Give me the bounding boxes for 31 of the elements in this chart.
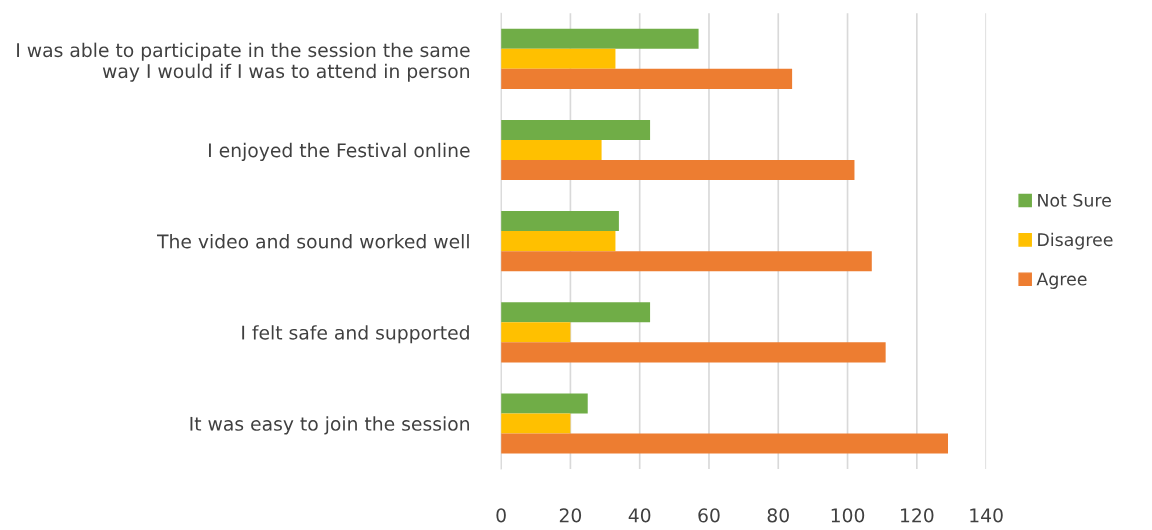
- y-tick-label: I enjoyed the Festival online: [209, 142, 470, 162]
- bar: [501, 251, 872, 272]
- y-tick-label: The video and sound worked well: [157, 234, 469, 249]
- bar: [501, 322, 571, 343]
- bar: [501, 28, 699, 49]
- bar: [501, 342, 886, 363]
- bar: [501, 139, 602, 161]
- x-tick-label: 0: [496, 508, 506, 523]
- x-tick-label: 20: [559, 508, 582, 523]
- bar: [501, 413, 571, 434]
- legend-label: Agree: [1036, 272, 1087, 289]
- x-tick-label: 80: [767, 508, 789, 523]
- bar: [501, 119, 651, 140]
- bar: [501, 48, 616, 69]
- bar: [501, 231, 616, 252]
- x-tick-label: 140: [970, 508, 1003, 523]
- bar: [501, 433, 949, 454]
- x-tick-label: 100: [831, 508, 865, 523]
- bar: [501, 68, 793, 89]
- x-tick-label: 60: [698, 508, 720, 523]
- bar: [501, 211, 619, 232]
- y-tick-label: I felt safe and supported: [242, 325, 469, 344]
- legend-label: Not Sure: [1038, 193, 1111, 207]
- y-tick-label: I was able to participate in the session the same way I would if I was to attend in person: [17, 42, 470, 82]
- bar: [501, 160, 855, 181]
- x-tick-label: 120: [900, 508, 934, 523]
- legend-label: Disagree: [1038, 232, 1113, 250]
- bar: [501, 393, 588, 414]
- y-tick-label: It was easy to join the session: [190, 416, 469, 435]
- x-tick-label: 40: [628, 508, 651, 523]
- bar: [501, 302, 651, 323]
